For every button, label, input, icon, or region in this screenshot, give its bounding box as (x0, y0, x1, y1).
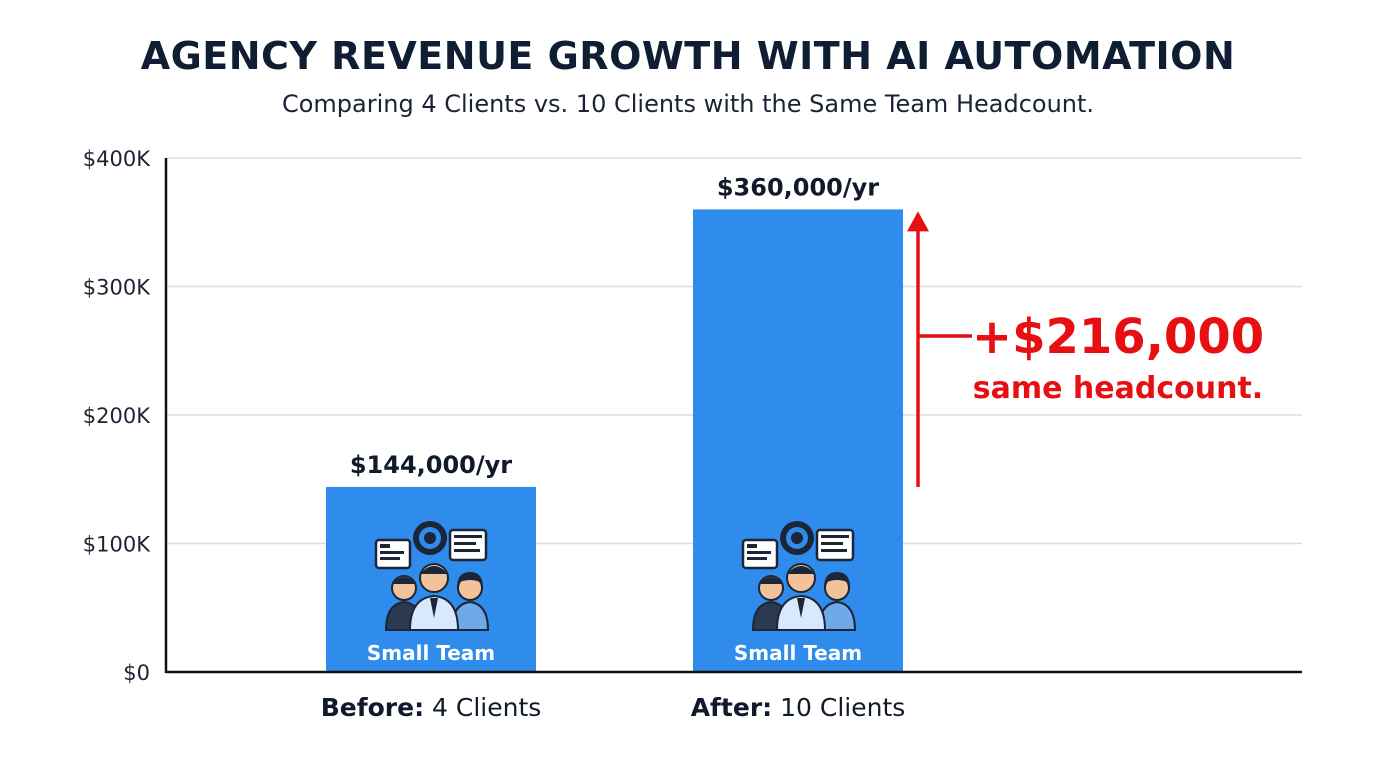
y-tick-label: $300K (83, 276, 151, 300)
bar-caption: Small Team (734, 641, 862, 665)
growth-amount: +$216,000 (972, 309, 1264, 365)
growth-arrow-head (907, 211, 929, 232)
x-category-label-rest: 10 Clients (772, 693, 905, 722)
data-label: $144,000/yr (350, 451, 512, 479)
data-label: $360,000/yr (717, 173, 879, 201)
bar-caption: Small Team (367, 641, 495, 665)
x-category-label: After: 10 Clients (691, 693, 906, 722)
bar (693, 209, 903, 672)
x-category-label-rest: 4 Clients (424, 693, 541, 722)
y-tick-label: $100K (83, 533, 151, 557)
x-category-label: Before: 4 Clients (321, 693, 542, 722)
x-category-label-bold: After: (691, 693, 772, 722)
y-tick-label: $400K (83, 147, 151, 171)
chart-subtitle: Comparing 4 Clients vs. 10 Clients with … (281, 90, 1095, 118)
x-category-label-bold: Before: (321, 693, 424, 722)
growth-note: same headcount. (973, 371, 1263, 406)
y-tick-label: $200K (83, 404, 151, 428)
y-tick-label: $0 (123, 661, 150, 685)
chart-title: AGENCY REVENUE GROWTH WITH AI AUTOMATION (140, 34, 1236, 78)
